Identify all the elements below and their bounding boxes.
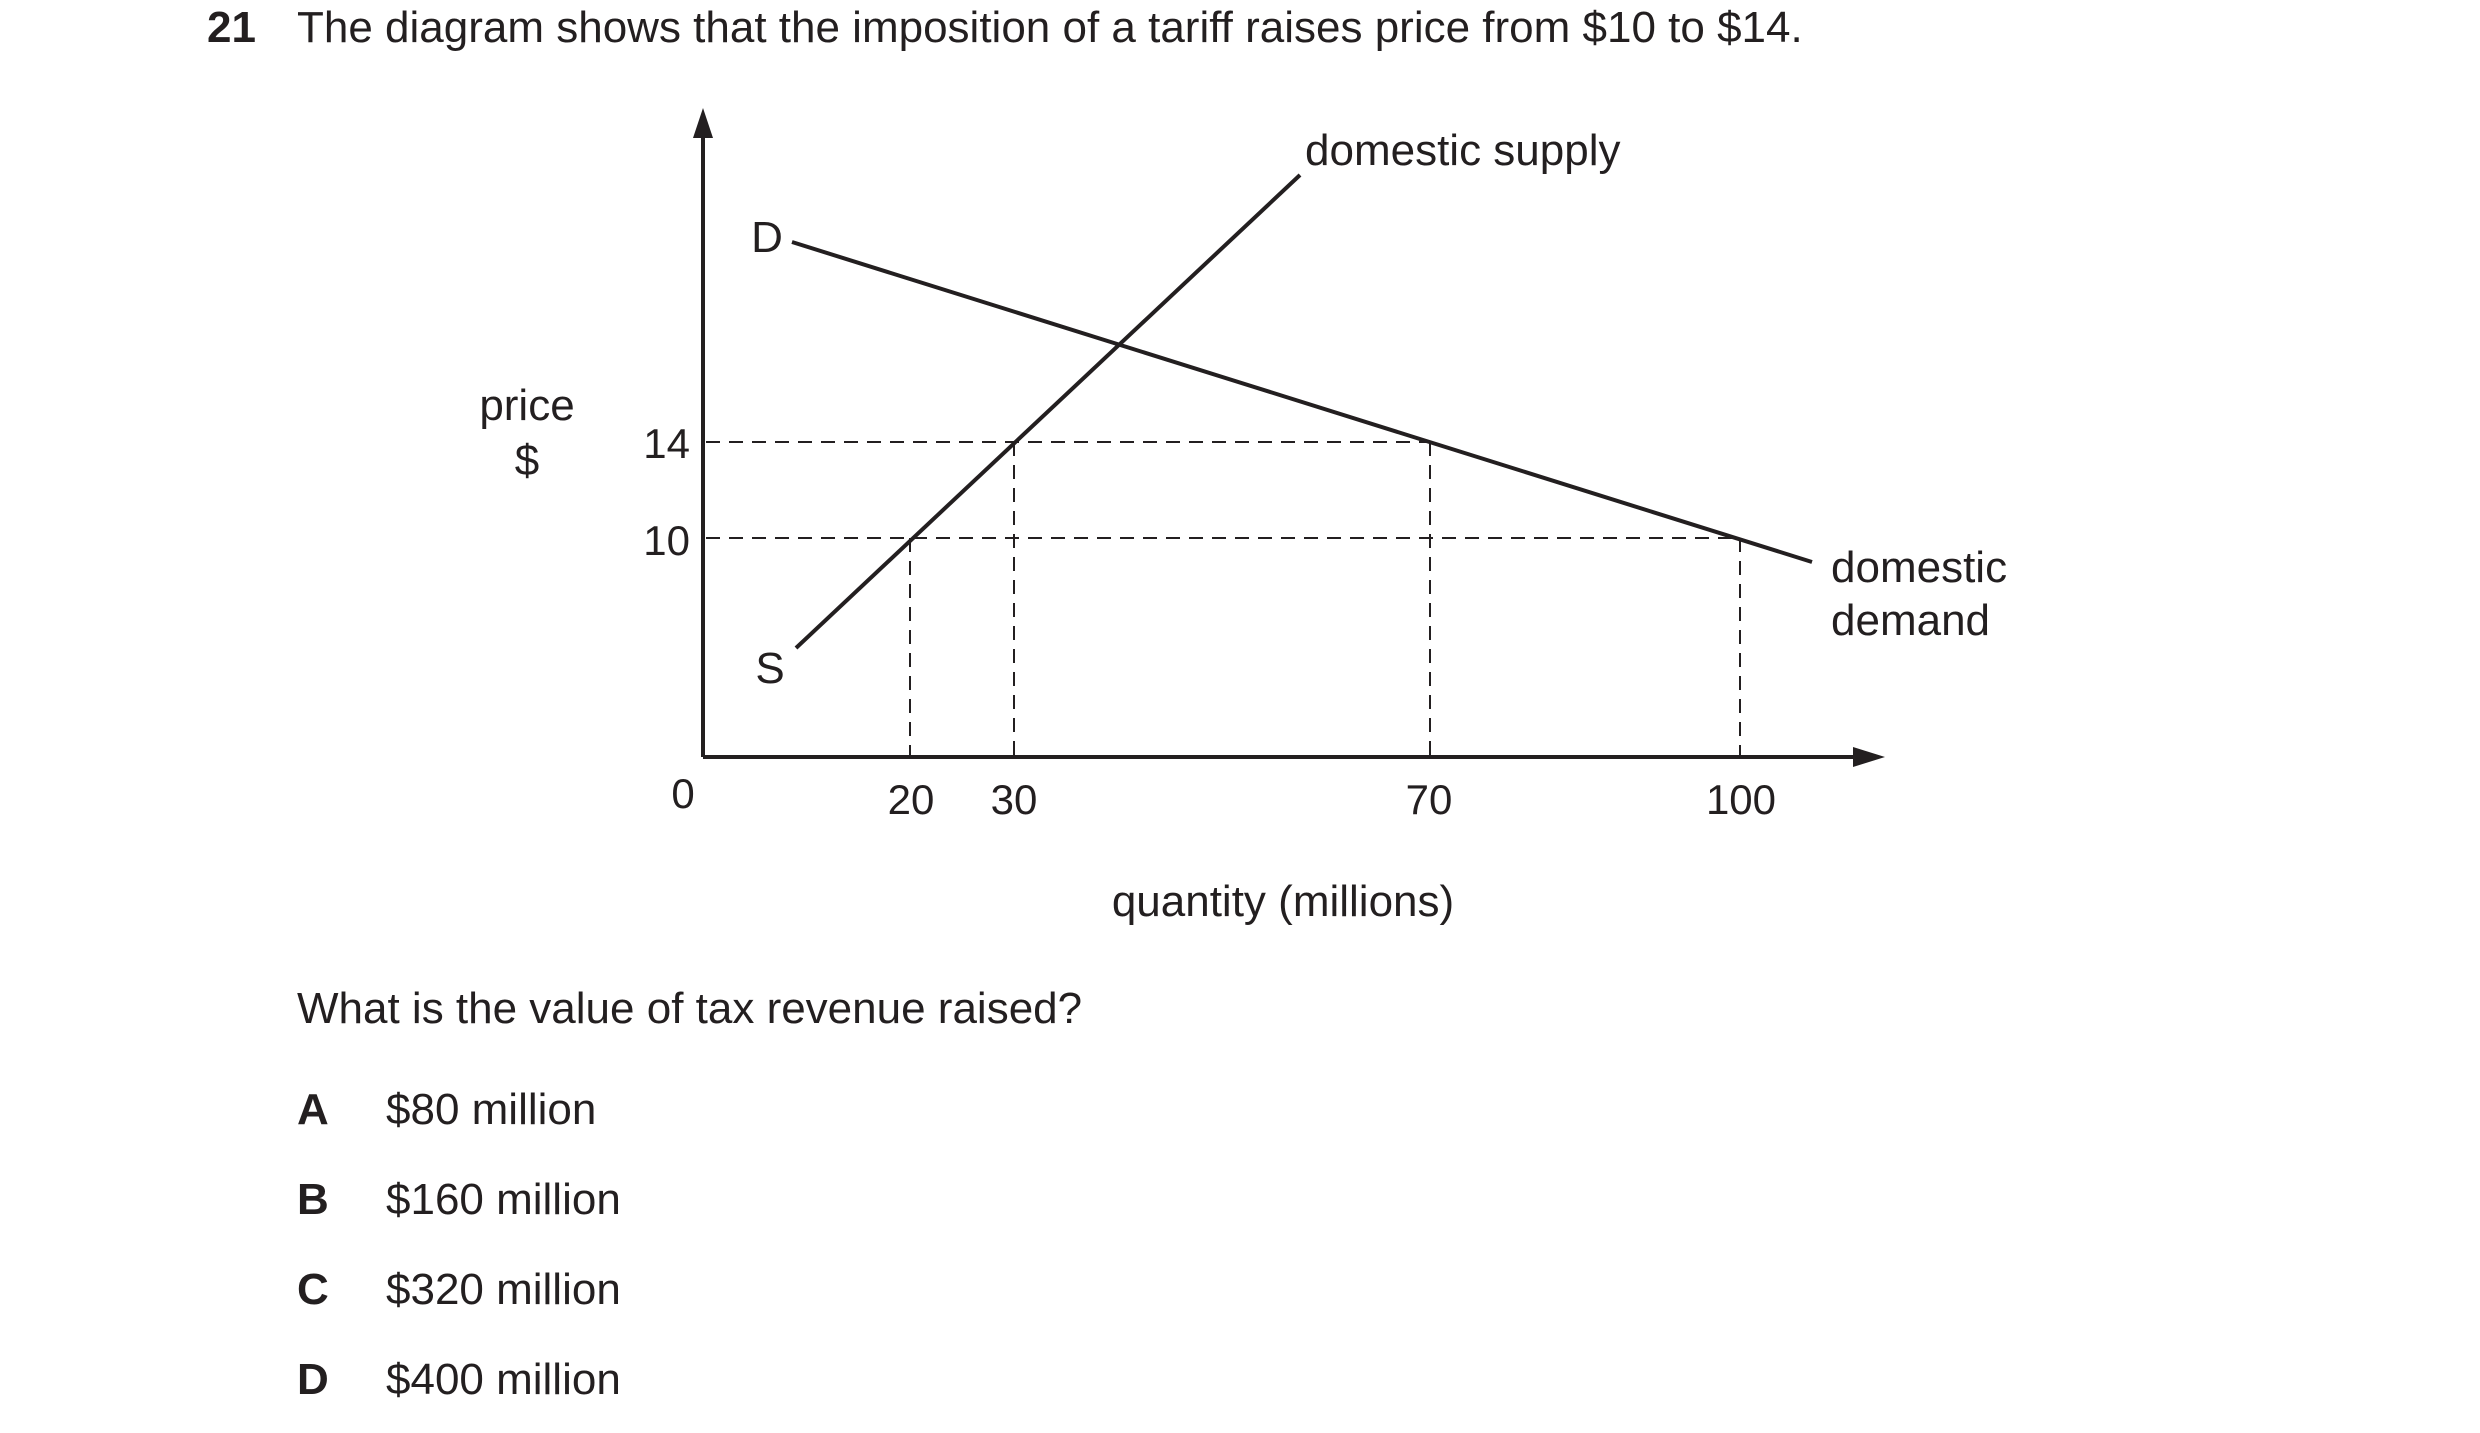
origin-label: 0 [671, 770, 694, 817]
x-tick-70: 70 [1406, 776, 1453, 823]
demand-line [791, 240, 1813, 564]
question-number: 21 [207, 3, 256, 52]
option-b-text: $160 million [386, 1175, 621, 1224]
y-tick-14: 14 [643, 420, 690, 467]
option-c-text: $320 million [386, 1265, 621, 1314]
y-axis-label-dollar: $ [515, 436, 539, 485]
option-a-text: $80 million [386, 1085, 597, 1134]
x-tick-20: 20 [888, 776, 935, 823]
x-tick-100: 100 [1706, 776, 1776, 823]
option-b-letter: B [297, 1175, 329, 1224]
supply-line [794, 173, 1302, 650]
domestic-supply-label: domestic supply [1305, 126, 1620, 175]
option-a-letter: A [297, 1085, 329, 1134]
domestic-demand-label-line1: domestic [1831, 543, 2007, 592]
x-axis-arrow [1853, 747, 1885, 767]
domestic-demand-label-line2: demand [1831, 596, 1990, 645]
option-c-letter: C [297, 1265, 329, 1314]
demand-letter: D [751, 213, 783, 262]
option-d-letter: D [297, 1355, 329, 1404]
option-d-text: $400 million [386, 1355, 621, 1404]
y-axis-label-price: price [479, 381, 574, 430]
question-text: The diagram shows that the imposition of… [297, 3, 1803, 52]
supply-letter: S [755, 644, 784, 693]
y-axis-arrow [693, 108, 713, 138]
x-tick-30: 30 [991, 776, 1038, 823]
x-axis-label: quantity (millions) [1112, 877, 1454, 926]
y-tick-10: 10 [643, 517, 690, 564]
question-prompt: What is the value of tax revenue raised? [297, 984, 1083, 1033]
